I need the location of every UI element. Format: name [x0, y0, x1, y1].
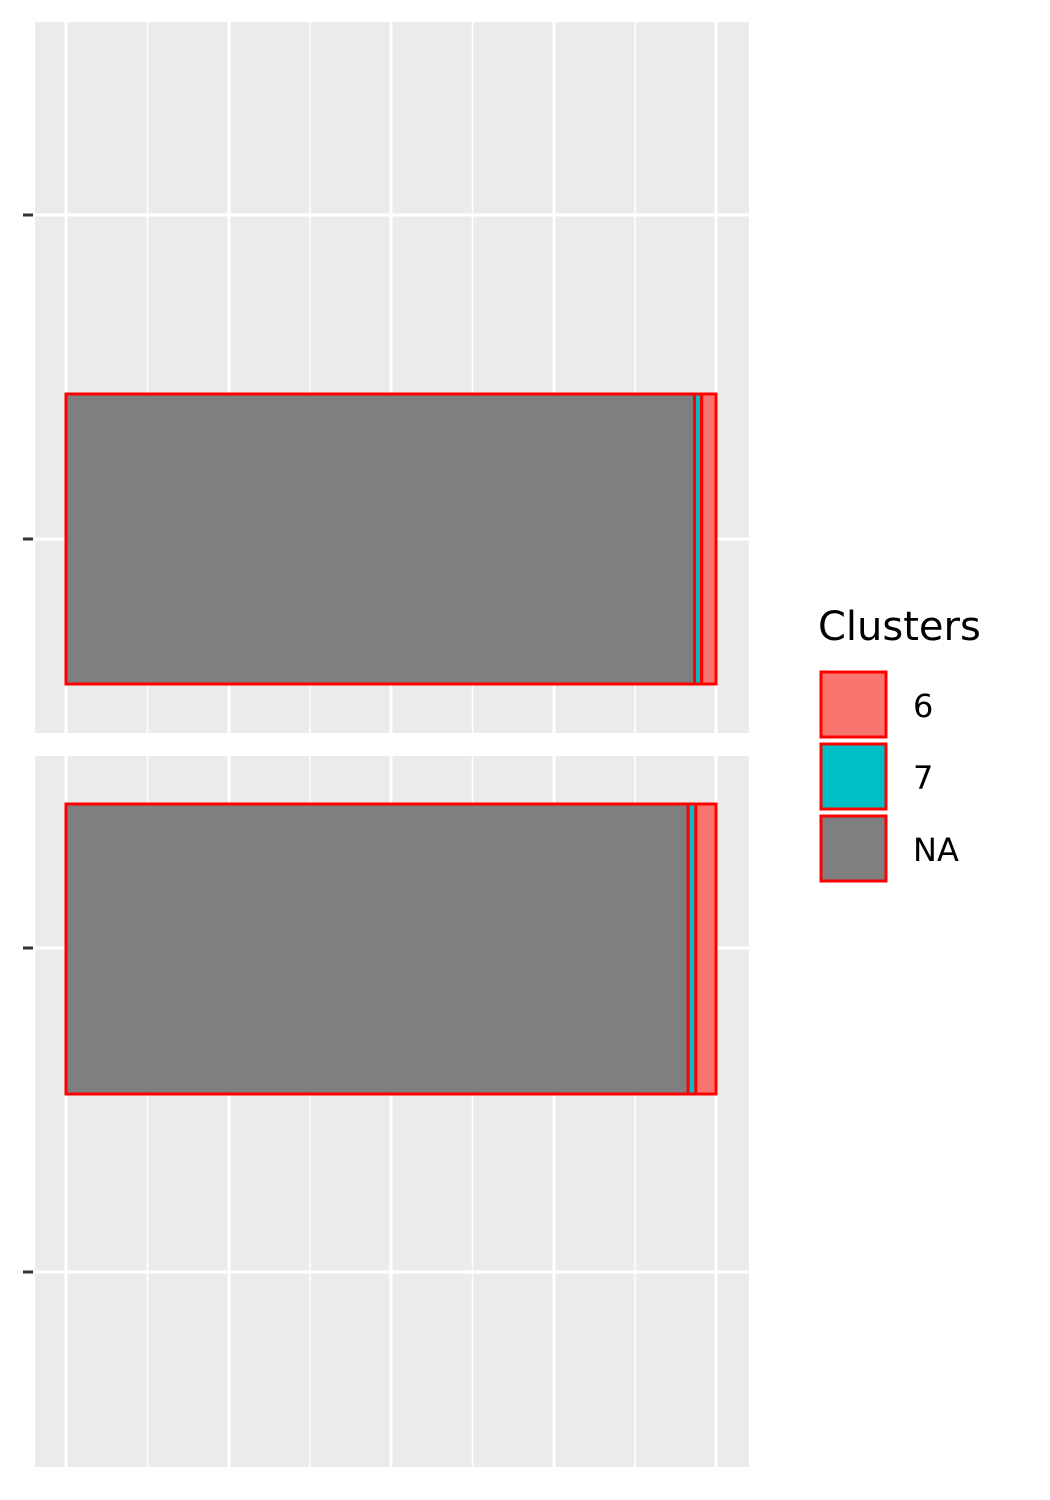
legend-label-na: NA — [913, 831, 959, 869]
panel-2-bar-segment-na — [64, 802, 690, 1096]
legend-label-6: 6 — [913, 687, 933, 725]
legend-key-7 — [819, 742, 888, 811]
legend: Clusters 6 7 NA — [818, 604, 981, 883]
facet-panel-1 — [23, 22, 749, 733]
panel-1-y-ticks — [23, 213, 33, 541]
legend-key-6 — [819, 670, 888, 739]
legend-key-na — [819, 814, 888, 883]
panel-1-bars — [64, 392, 718, 686]
panel-2-y-ticks — [23, 946, 33, 1274]
panel-1-bar-segment-na — [64, 392, 697, 686]
legend-title: Clusters — [818, 604, 981, 650]
legend-label-7: 7 — [913, 759, 933, 797]
legend-entry-6: 6 — [819, 670, 933, 739]
panel-2-bar-segment-6 — [694, 802, 718, 1096]
legend-entry-na: NA — [819, 814, 959, 883]
panel-1-bar-segment-6 — [700, 392, 718, 686]
legend-entry-7: 7 — [819, 742, 933, 811]
facet-panel-2 — [23, 756, 749, 1467]
panel-2-bars — [64, 802, 718, 1096]
